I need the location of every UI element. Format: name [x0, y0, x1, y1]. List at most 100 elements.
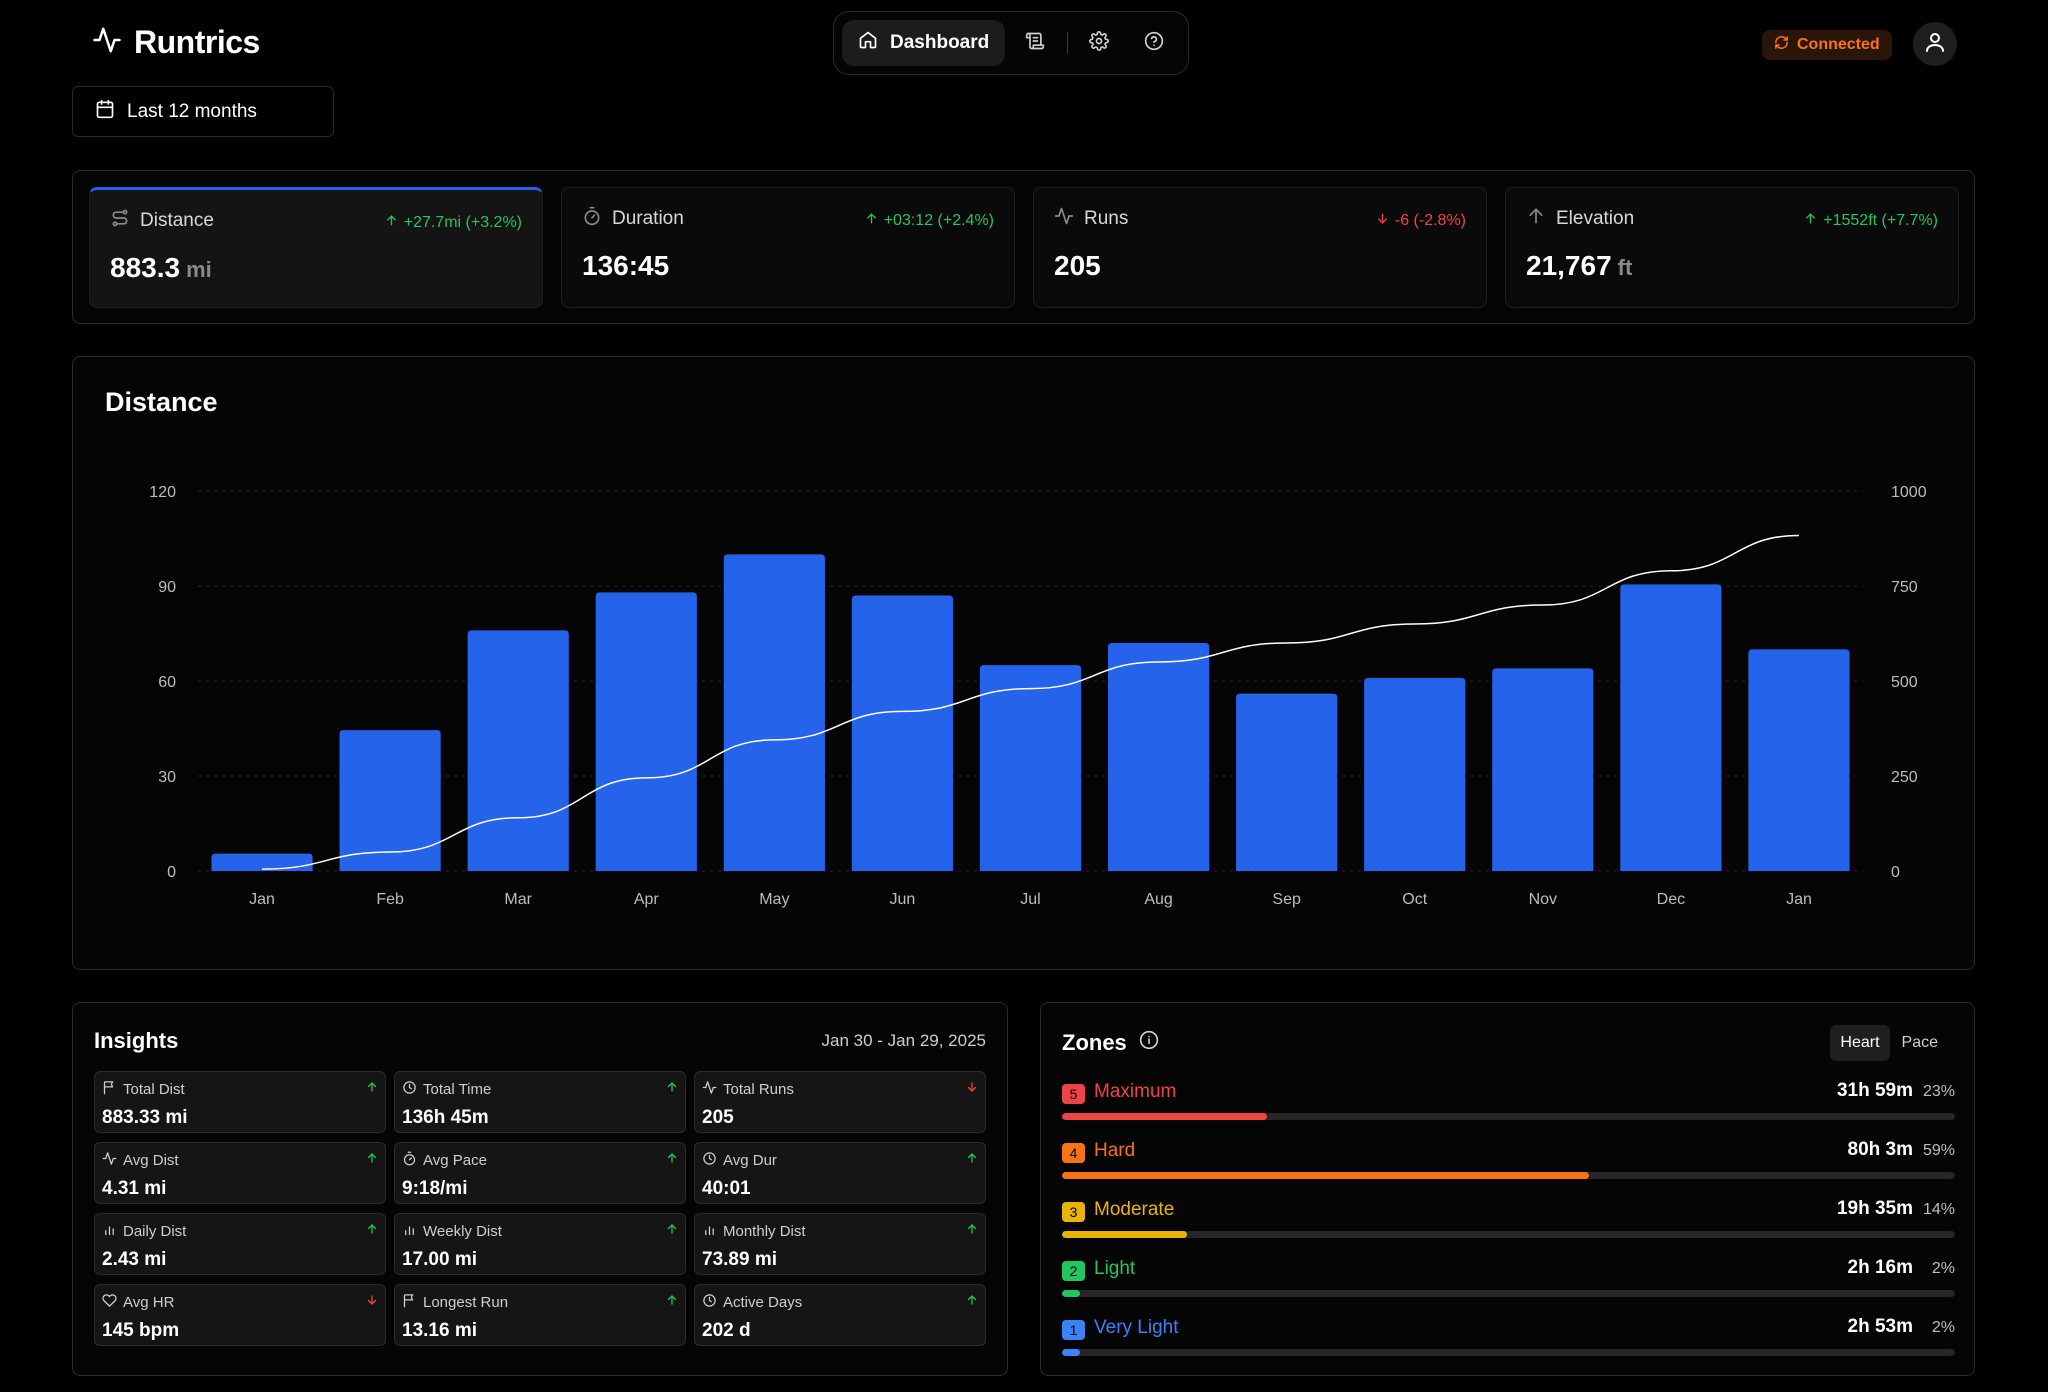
stat-card-elevation[interactable]: Elevation +1552ft (+7.7%) 21,767 ft — [1505, 187, 1959, 308]
stat-delta-text: +03:12 (+2.4%) — [883, 212, 994, 229]
toggle-pace[interactable]: Pace — [1901, 1034, 1938, 1051]
zone-name: Moderate — [1094, 1199, 1175, 1220]
insight-card[interactable]: Total Time 136h 45m — [394, 1071, 686, 1133]
nav-help[interactable] — [1129, 20, 1180, 66]
stat-delta: +03:12 (+2.4%) — [865, 212, 994, 230]
x-tick-label: Feb — [376, 891, 404, 908]
arrow-up-icon — [865, 212, 878, 230]
activity-icon — [702, 1080, 717, 1099]
date-range-picker[interactable]: Last 12 months — [72, 86, 334, 137]
zone-percent: 59% — [1922, 1142, 1955, 1159]
x-tick-label: Jun — [890, 891, 916, 908]
stat-delta: +1552ft (+7.7%) — [1804, 212, 1938, 230]
distance-chart[interactable]: 0 30 60 90 120 0 250 500 750 1000 Jan Feb Mar Apr May J… — [73, 357, 1976, 971]
arrow-up-icon — [966, 1293, 978, 1311]
bar[interactable] — [851, 595, 954, 872]
y-left-tick-label: 0 — [167, 864, 176, 881]
nav-settings[interactable] — [1073, 20, 1124, 66]
insight-value: 17.00 mi — [402, 1249, 477, 1270]
insight-label: Avg HR — [123, 1294, 175, 1311]
distance-chart-panel: 0 30 60 90 120 0 250 500 750 1000 Jan Feb Mar Apr May J… — [72, 356, 1975, 970]
insight-card[interactable]: Avg Dist 4.31 mi — [94, 1142, 386, 1204]
insight-value: 205 — [702, 1107, 734, 1128]
zone-progress-track — [1062, 1349, 1955, 1356]
bar[interactable] — [723, 554, 825, 871]
stat-card-runs[interactable]: Runs -6 (-2.8%) 205 — [1033, 187, 1487, 308]
bar[interactable] — [339, 730, 441, 871]
insight-value: 202 d — [702, 1320, 751, 1341]
insight-label: Avg Pace — [423, 1152, 487, 1169]
insight-card[interactable]: Avg HR 145 bpm — [94, 1284, 386, 1346]
stat-label: Elevation — [1556, 208, 1635, 229]
insight-card[interactable]: Avg Dur 40:01 — [694, 1142, 986, 1204]
insight-card[interactable]: Monthly Dist 73.89 mi — [694, 1213, 986, 1275]
arrow-up-icon — [385, 214, 398, 232]
insight-label: Total Time — [423, 1081, 492, 1098]
user-avatar-button[interactable] — [1913, 22, 1957, 66]
bar[interactable] — [1107, 643, 1210, 871]
toggle-heart[interactable]: Heart — [1830, 1025, 1890, 1061]
insight-value: 145 bpm — [102, 1320, 180, 1341]
nav-dashboard[interactable]: Dashboard — [842, 20, 1006, 66]
insights-panel: Insights Jan 30 - Jan 29, 2025 Total Dis… — [72, 1002, 1008, 1376]
arrow-up-icon — [1804, 212, 1817, 230]
date-range-label: Last 12 months — [127, 100, 257, 122]
stat-delta-text: +27.7mi (+3.2%) — [403, 214, 522, 231]
bar[interactable] — [211, 853, 313, 871]
pulse-logo-icon — [92, 25, 122, 60]
insight-card[interactable]: Weekly Dist 17.00 mi — [394, 1213, 686, 1275]
insight-value: 883.33 mi — [102, 1107, 188, 1128]
zone-name: Light — [1094, 1258, 1136, 1279]
bar[interactable] — [1492, 668, 1594, 871]
stat-card-duration[interactable]: Duration +03:12 (+2.4%) 136:45 — [561, 187, 1015, 308]
insight-label: Daily Dist — [123, 1223, 187, 1240]
arrow-up-icon — [666, 1293, 678, 1311]
flag-icon — [102, 1080, 117, 1099]
nav-divider — [1066, 32, 1068, 54]
stat-value: 136:45 — [582, 250, 670, 281]
insight-card[interactable]: Total Runs 205 — [694, 1071, 986, 1133]
bar[interactable] — [1364, 677, 1466, 871]
insight-card[interactable]: Active Days 202 d — [694, 1284, 986, 1346]
zone-progress-fill — [1062, 1231, 1188, 1238]
sync-icon — [1774, 35, 1789, 55]
y-left-tick-label: 60 — [158, 674, 176, 691]
clock-icon — [702, 1293, 717, 1312]
zone-number-badge: 4 — [1062, 1143, 1085, 1163]
x-tick-label: Dec — [1657, 891, 1685, 908]
activity-icon — [102, 1151, 117, 1170]
y-right-tick-label: 750 — [1891, 579, 1918, 596]
zone-time: 80h 3m — [1847, 1139, 1913, 1160]
scroll-icon — [1025, 31, 1045, 56]
insight-card[interactable]: Longest Run 13.16 mi — [394, 1284, 686, 1346]
arrow-down-icon — [366, 1293, 378, 1311]
arrow-up-icon — [366, 1222, 378, 1240]
stat-card-distance[interactable]: Distance +27.7mi (+3.2%) 883.3 mi — [89, 187, 543, 308]
insight-card[interactable]: Avg Pace 9:18/mi — [394, 1142, 686, 1204]
zone-progress-fill — [1062, 1290, 1080, 1297]
bar-chart-icon — [102, 1222, 117, 1241]
nav-logs[interactable] — [1009, 20, 1060, 66]
insight-card[interactable]: Total Dist 883.33 mi — [94, 1071, 386, 1133]
zone-percent: 2% — [1931, 1260, 1955, 1277]
insight-label: Avg Dur — [723, 1152, 777, 1169]
arrow-up-icon — [366, 1080, 378, 1098]
insight-value: 4.31 mi — [102, 1178, 167, 1199]
bar[interactable] — [1236, 693, 1338, 871]
arrow-down-icon — [1376, 212, 1389, 230]
x-tick-label: May — [759, 891, 789, 908]
insight-label: Monthly Dist — [723, 1223, 806, 1240]
bar[interactable] — [1748, 649, 1850, 871]
insight-card[interactable]: Daily Dist 2.43 mi — [94, 1213, 386, 1275]
bar[interactable] — [467, 630, 569, 871]
app-brand[interactable]: Runtrics — [92, 22, 260, 62]
connection-status-badge[interactable]: Connected — [1762, 30, 1892, 60]
arrow-up-icon — [1526, 206, 1546, 232]
zone-progress-fill — [1062, 1349, 1080, 1356]
user-icon — [1923, 30, 1947, 59]
bar[interactable] — [979, 665, 1082, 871]
bar[interactable] — [595, 592, 697, 871]
zone-progress-track — [1062, 1113, 1955, 1120]
info-icon[interactable] — [1139, 1030, 1159, 1056]
bar[interactable] — [1620, 584, 1722, 871]
